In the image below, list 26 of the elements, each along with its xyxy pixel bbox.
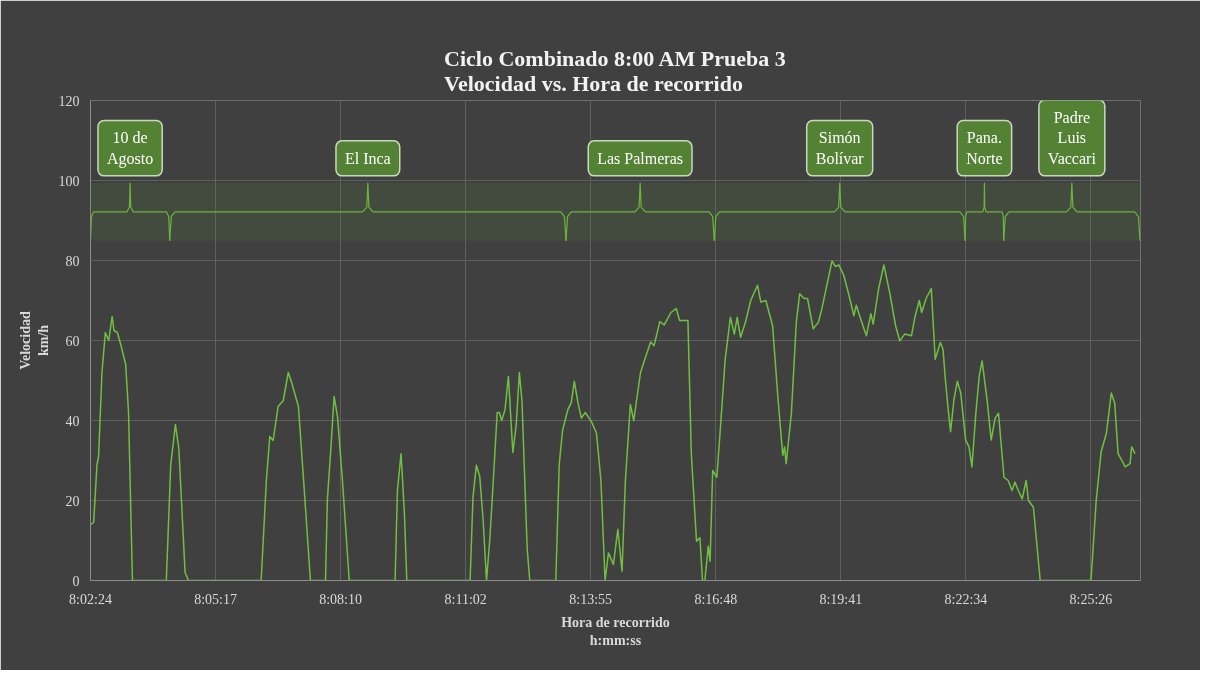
x-tick-label: 8:13:55 xyxy=(569,591,613,607)
y-tick-label: 120 xyxy=(58,93,80,109)
band-label: Simón Bolívar xyxy=(815,129,865,167)
y-tick-label: 80 xyxy=(65,253,80,269)
x-tick-label: 8:05:17 xyxy=(194,591,237,607)
x-tick-label: 8:19:41 xyxy=(819,591,863,607)
x-tick-label: 8:25:26 xyxy=(1069,591,1113,607)
x-tick-label: 8:02:24 xyxy=(69,591,112,607)
band-label: 10 de Agosto xyxy=(106,129,154,168)
x-tick-label: 8:16:48 xyxy=(694,591,738,607)
y-tick-label: 40 xyxy=(65,413,80,429)
y-tick-label: 60 xyxy=(65,333,80,349)
x-tick-label: 8:08:10 xyxy=(319,591,363,607)
y-axis-title: Velocidad km/h xyxy=(17,310,51,370)
band-label: Pana. Norte xyxy=(966,129,1003,167)
line-series xyxy=(90,260,1136,581)
band-label: Padre Luis Vaccari xyxy=(1047,109,1097,167)
y-tick-label: 0 xyxy=(72,573,80,589)
y-tick-label: 100 xyxy=(58,173,80,189)
x-axis-title: Hora de recorrido h:mm:ss xyxy=(561,614,670,648)
y-tick-label: 20 xyxy=(65,493,80,509)
band-label: Las Palmeras xyxy=(597,149,683,167)
band-label: El Inca xyxy=(344,149,391,167)
chart-title: Ciclo Combinado 8:00 AM Prueba 3 Velocidad vs. Hora de recorrido xyxy=(444,45,786,96)
x-tick-label: 8:11:02 xyxy=(444,591,487,607)
x-tick-label: 8:22:34 xyxy=(944,591,988,607)
